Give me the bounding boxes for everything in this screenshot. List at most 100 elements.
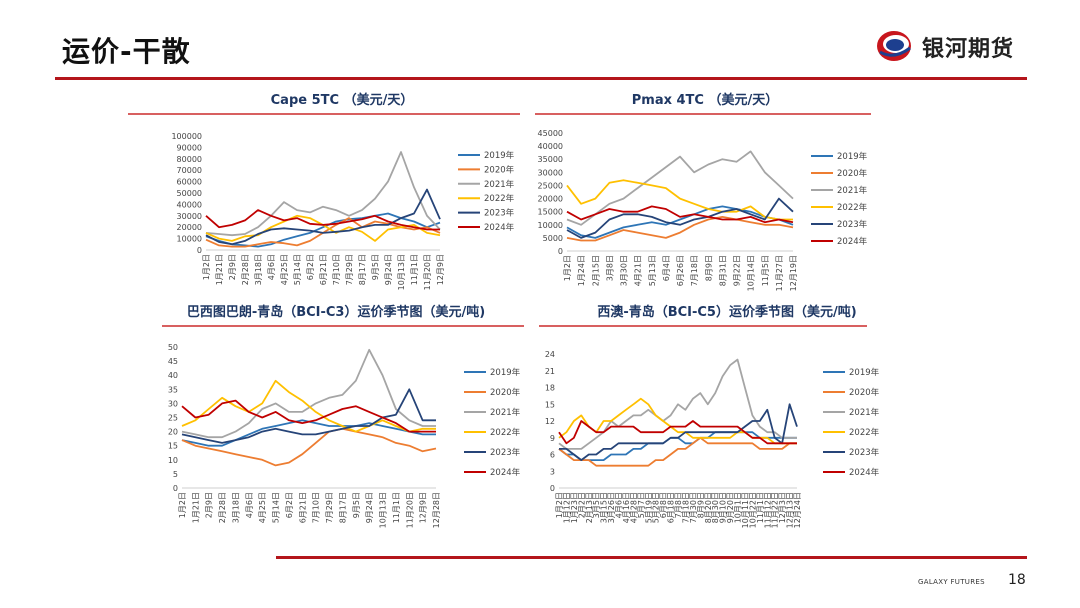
y-tick-label: 50000	[177, 189, 202, 198]
series-line-2019	[566, 205, 794, 239]
x-tick-label: 4月6日	[267, 254, 276, 280]
x-tick-label: 2月9日	[205, 492, 214, 518]
y-tick-label: 24	[545, 350, 555, 359]
chart-bci-c3: 巴西图巴朗-青岛（BCI-C3）运价季节图（美元/吨) 0 5 10 15 20 25 30 3…	[162, 300, 528, 542]
legend-label: 2023年	[849, 447, 880, 458]
series-line-2024	[566, 205, 794, 224]
x-tick-label: 8月30日	[711, 492, 720, 523]
chart-title: 西澳-青岛（BCI-C5）运价季节图（美元/吨)	[597, 304, 856, 320]
y-tick-label: 6	[550, 451, 555, 460]
x-tick-label: 11月1日	[410, 254, 419, 285]
page-title: 运价-干散	[62, 35, 191, 68]
pmax-4tc-chart: Pmax 4TC （美元/天） 0 5000 10000 15000 20000 25000…	[535, 92, 871, 291]
y-tick-label: 25000	[538, 181, 563, 190]
y-tick-label: 45000	[538, 129, 563, 138]
footer-divider	[276, 556, 1027, 559]
x-tick-label: 11月27日	[775, 255, 784, 291]
y-tick-label: 70000	[177, 166, 202, 175]
y-tick-label: 80000	[177, 155, 202, 164]
x-tick-label: 8月17日	[358, 254, 367, 285]
y-tick-label: 0	[550, 484, 555, 493]
x-tick-label: 1月2日	[555, 492, 564, 518]
x-tick-label: 5月13日	[648, 255, 657, 286]
x-tick-label: 9月5日	[352, 492, 361, 518]
y-tick-label: 45	[168, 357, 178, 366]
chart-title: Cape 5TC （美元/天）	[271, 92, 414, 108]
chart-title: 巴西图巴朗-青岛（BCI-C3）运价季节图（美元/吨)	[187, 304, 485, 320]
x-tick-label: 4月16日	[622, 492, 631, 523]
y-tick-label: 15000	[538, 208, 563, 217]
logo-text: 银河期货	[922, 37, 1015, 62]
y-tick-label: 12	[545, 417, 555, 426]
cape-5tc-chart: Cape 5TC （美元/天） 0 10000 20000 30000 40000 5000…	[128, 92, 520, 290]
x-tick-label: 5月14日	[272, 492, 281, 523]
x-tick-label: 8月20日	[704, 492, 713, 523]
x-tick-label: 2月15日	[591, 255, 600, 286]
x-tick-label: 11月1日	[392, 492, 401, 523]
legend-label: 2023年	[490, 447, 521, 458]
x-tick-label: 7月8日	[674, 492, 683, 518]
series-line-2022	[181, 379, 436, 433]
x-tick-label: 5月7日	[637, 492, 646, 518]
chart-pmax-4tc: Pmax 4TC （美元/天） 0 5000 10000 15000 20000 25000…	[535, 88, 883, 293]
x-tick-label: 6月21日	[298, 492, 307, 523]
x-tick-label: 3月15日	[600, 492, 609, 523]
legend-label: 2020年	[837, 168, 868, 179]
y-tick-label: 20	[168, 428, 178, 437]
y-tick-label: 20000	[177, 223, 202, 232]
legend-label: 2023年	[837, 219, 868, 230]
legend-label: 2022年	[849, 427, 880, 438]
footer-brand: GALAXY FUTURES	[918, 578, 985, 586]
series-line-2024	[181, 399, 436, 433]
y-tick-label: 60000	[177, 178, 202, 187]
x-tick-label: 12月3日	[778, 492, 787, 523]
series-line-2023	[205, 188, 441, 246]
y-tick-label: 9	[550, 434, 555, 443]
x-tick-label: 6月26日	[676, 255, 685, 286]
y-tick-label: 25	[168, 414, 178, 423]
x-tick-label: 1月2日	[563, 255, 572, 281]
y-tick-label: 15	[545, 400, 555, 409]
series-line-2021	[558, 358, 797, 450]
legend-label: 2021年	[849, 407, 880, 418]
x-tick-label: 4月6日	[615, 492, 624, 518]
y-tick-label: 21	[545, 367, 555, 376]
x-tick-label: 12月13日	[786, 492, 795, 528]
y-tick-label: 100000	[171, 132, 202, 141]
x-tick-label: 10月13日	[397, 254, 406, 290]
legend-label: 2020年	[849, 387, 880, 398]
legend-label: 2022年	[484, 193, 515, 204]
x-tick-label: 3月5日	[592, 492, 601, 518]
legend-label: 2022年	[837, 202, 868, 213]
x-tick-label: 9月10日	[719, 492, 728, 523]
y-tick-label: 5000	[543, 234, 563, 243]
x-tick-label: 2月2日	[577, 492, 586, 518]
y-tick-label: 0	[197, 246, 202, 255]
x-tick-label: 3月26日	[607, 492, 616, 523]
series-line-2020	[558, 436, 797, 467]
x-tick-label: 1月21日	[215, 254, 224, 285]
x-tick-label: 9月24日	[384, 254, 393, 285]
bci-c5-chart: 西澳-青岛（BCI-C5）运价季节图（美元/吨) 0 3 6 9 12 15 18 21 24 1月…	[539, 304, 880, 528]
x-tick-label: 2月28日	[218, 492, 227, 523]
x-tick-label: 7月18日	[681, 492, 690, 523]
y-tick-label: 40000	[177, 200, 202, 209]
legend-label: 2021年	[837, 185, 868, 196]
x-tick-label: 5月14日	[293, 254, 302, 285]
legend-label: 2019年	[484, 150, 515, 161]
series-line-2024	[205, 209, 440, 231]
header-divider	[55, 77, 1027, 80]
x-tick-label: 6月8日	[659, 492, 668, 518]
x-tick-label: 6月4日	[662, 255, 671, 281]
x-tick-label: 11月20日	[405, 492, 414, 528]
x-tick-label: 10月11日	[741, 492, 750, 528]
x-tick-label: 8月31日	[718, 255, 727, 286]
x-tick-label: 1月23日	[570, 492, 579, 523]
series-line-2022	[566, 179, 793, 221]
y-tick-label: 35	[168, 385, 178, 394]
x-tick-label: 4月28日	[629, 492, 638, 523]
x-tick-label: 5月19日	[644, 492, 653, 523]
x-tick-label: 4月6日	[245, 492, 254, 518]
x-tick-label: 4月21日	[634, 255, 643, 286]
legend-label: 2022年	[490, 427, 521, 438]
